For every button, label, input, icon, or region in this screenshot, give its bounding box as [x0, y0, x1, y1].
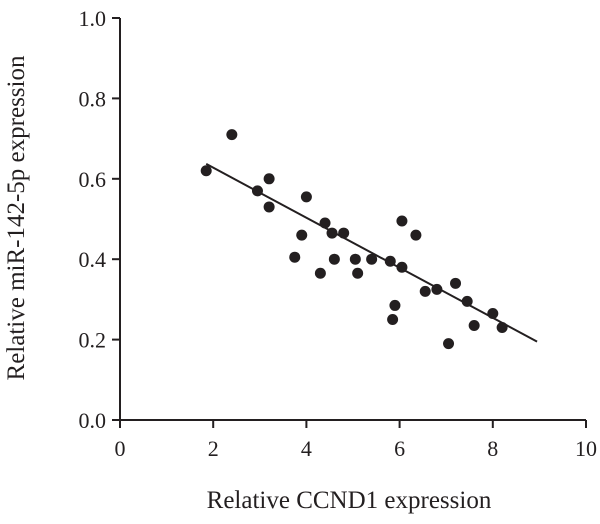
data-point [431, 283, 443, 295]
data-point [326, 227, 338, 239]
data-point [366, 253, 378, 265]
data-point [468, 320, 480, 332]
x-tick-label: 6 [394, 436, 405, 461]
data-point [226, 129, 238, 141]
data-point [387, 314, 399, 325]
data-point [263, 201, 275, 213]
data-point [338, 227, 350, 239]
data-point [296, 229, 308, 241]
data-point [328, 253, 340, 265]
data-point [349, 253, 361, 265]
data-point [384, 255, 396, 267]
data-point [263, 173, 275, 185]
data-point [251, 185, 263, 197]
y-tick-label: 0.4 [79, 247, 107, 272]
x-tick-label: 2 [208, 436, 219, 461]
data-point [300, 191, 312, 203]
x-axis-title: Relative CCND1 expression [207, 487, 492, 514]
data-point [289, 251, 301, 263]
data-point [461, 295, 473, 307]
data-point [314, 267, 326, 279]
y-tick-label: 0.6 [79, 167, 107, 192]
data-point [443, 338, 455, 350]
axes [119, 18, 586, 421]
x-tick-label: 4 [301, 436, 312, 461]
data-point [419, 285, 431, 297]
x-tick-label: 0 [115, 436, 126, 461]
data-point [410, 229, 422, 241]
data-point [450, 277, 462, 289]
ticks: 0 2 4 6 8 10 0.0 0.2 0.4 0.6 0.8 1.0 [79, 6, 598, 461]
y-tick-label: 0.8 [79, 86, 107, 111]
y-tick-label: 1.0 [79, 6, 107, 31]
y-tick-label: 0.0 [79, 408, 107, 433]
data-point [389, 299, 401, 311]
data-point [352, 267, 364, 279]
y-tick-label: 0.2 [79, 328, 107, 353]
data-point [487, 307, 499, 319]
y-axis-title: Relative miR-142-5p expression [3, 55, 30, 380]
data-point [200, 165, 212, 177]
data-marks [200, 129, 538, 350]
data-point [496, 322, 508, 334]
x-tick-label: 8 [487, 436, 498, 461]
data-point [319, 217, 331, 229]
data-point [396, 261, 408, 273]
data-point [396, 215, 408, 227]
x-tick-label: 10 [575, 436, 597, 461]
